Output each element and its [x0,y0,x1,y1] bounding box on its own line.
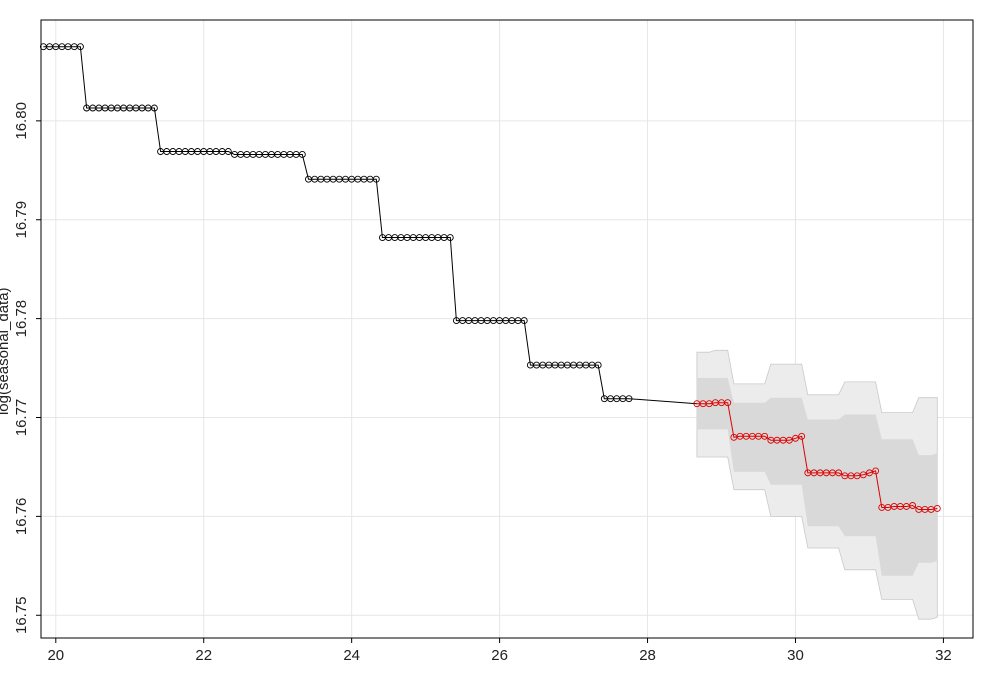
connector-line [628,398,697,405]
forecast-point [872,467,880,475]
y-axis-title: log(seasonal_data) [0,287,12,415]
band-80-area [696,377,938,576]
forecast-point [798,432,806,440]
y-tick-label: 16.78 [13,300,30,338]
y-tick-label: 16.80 [13,102,30,140]
observed-point [520,317,528,325]
x-axis-ticks: 20 22 24 26 28 30 32 [47,638,952,664]
x-tick-label: 30 [787,647,804,664]
interval-band-80 [696,377,938,576]
x-tick-label: 20 [47,647,64,664]
observed-point [150,104,158,112]
observed-point [76,43,84,51]
y-tick-label: 16.76 [13,498,30,536]
x-tick-label: 24 [343,647,360,664]
observed-point [372,175,380,183]
x-tick-label: 28 [639,647,656,664]
x-tick-label: 22 [195,647,212,664]
forecast-point [724,399,732,407]
y-tick-label: 16.79 [13,201,30,239]
forecast-point [761,432,769,440]
forecast-point [835,469,843,477]
y-tick-label: 16.77 [13,399,30,437]
forecast-point [909,502,917,509]
forecast-point [859,471,867,479]
forecast-point [866,469,873,477]
forecast-point [785,436,793,444]
plot-frame [40,19,974,639]
x-tick-label: 32 [935,647,952,664]
forecast-point [933,505,941,512]
x-tick-label: 26 [491,647,508,664]
observed-point [625,395,633,403]
forecast-point [792,434,799,442]
observed-point [224,148,232,155]
observed-point [594,361,602,369]
observed-line [43,46,629,400]
series-points [39,43,941,513]
y-tick-label: 16.75 [13,596,30,634]
observed-point [446,234,454,241]
observed-point [298,151,306,158]
y-axis-ticks: 16.75 16.76 16.77 16.78 16.79 16.80 [13,102,41,634]
